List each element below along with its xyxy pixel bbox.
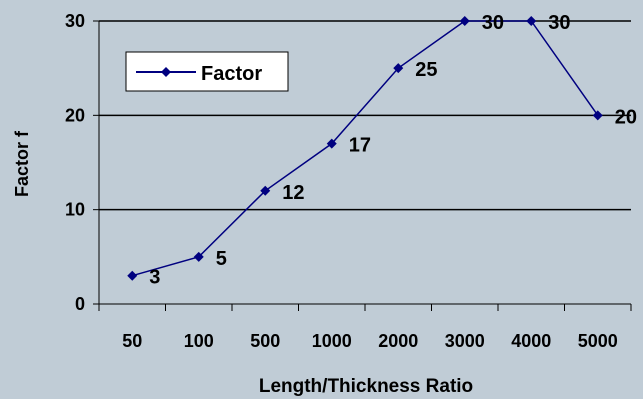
x-tick-label: 50 [122, 331, 142, 351]
x-tick-label: 5000 [578, 331, 618, 351]
data-label: 25 [415, 59, 437, 81]
x-tick-label: 100 [184, 331, 214, 351]
data-label: 12 [282, 182, 304, 204]
x-axis-title: Length/Thickness Ratio [259, 376, 473, 397]
data-point [459, 16, 470, 26]
y-axis-title: Factor f [12, 130, 32, 197]
data-label: 20 [615, 106, 637, 128]
legend-marker [161, 67, 171, 77]
series-factor [127, 16, 603, 281]
data-point [127, 270, 138, 281]
legend: Factor [125, 51, 289, 92]
data-point [193, 251, 204, 262]
y-tick-label: 10 [65, 200, 85, 220]
data-label: 3 [149, 267, 160, 289]
data-labels: 3 5 12 17 25 30 30 20 [149, 12, 637, 289]
x-tick-label: 1000 [312, 331, 352, 351]
x-tick-label: 2000 [378, 331, 418, 351]
data-label: 5 [216, 248, 227, 270]
legend-label: Factor [201, 63, 262, 85]
y-tick-label: 30 [65, 11, 85, 31]
x-tick-label: 3000 [445, 331, 485, 351]
y-tick-label: 20 [65, 105, 85, 125]
data-point [592, 110, 603, 121]
y-tick-label: 0 [75, 294, 85, 314]
x-tick-label: 500 [250, 331, 280, 351]
series-line [132, 20, 599, 277]
x-tick-label: 4000 [511, 331, 551, 351]
data-label: 30 [548, 12, 570, 34]
tick-labels: 0 10 20 30 50 100 500 1000 2000 3000 4000 5000 [65, 11, 618, 351]
data-point [260, 185, 271, 196]
data-point [326, 138, 337, 149]
data-point [526, 16, 537, 26]
data-label: 30 [482, 12, 504, 34]
axes [93, 20, 632, 311]
data-point [393, 63, 404, 74]
grid-lines [99, 20, 631, 211]
data-label: 17 [349, 135, 371, 157]
